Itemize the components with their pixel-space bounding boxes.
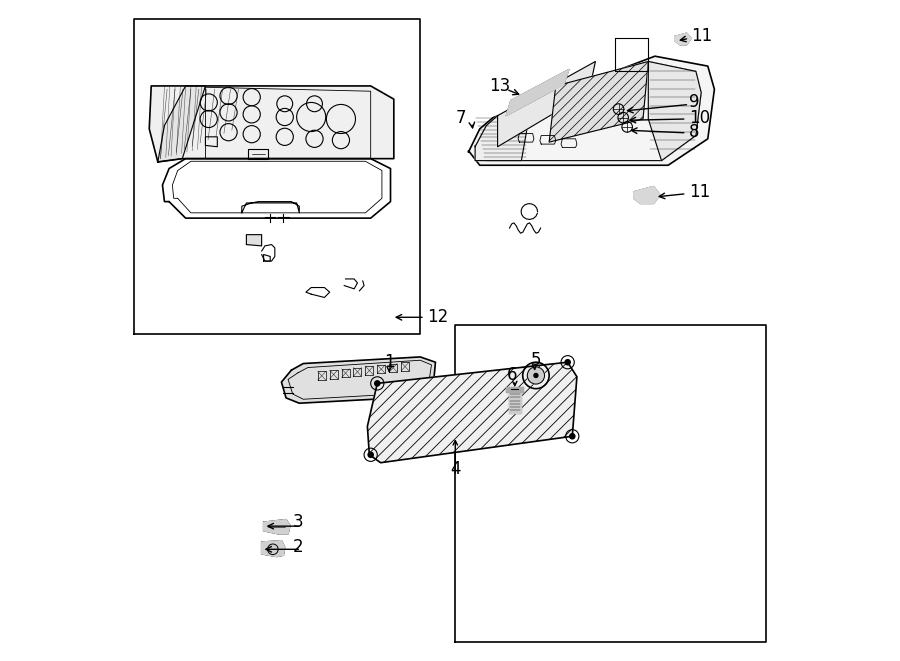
Polygon shape: [367, 362, 577, 463]
Polygon shape: [506, 69, 569, 116]
Polygon shape: [163, 159, 391, 218]
Text: 8: 8: [689, 123, 700, 141]
Polygon shape: [264, 520, 290, 534]
Text: 9: 9: [689, 93, 700, 112]
Text: 1: 1: [384, 353, 394, 371]
Polygon shape: [498, 61, 596, 147]
Text: 2: 2: [292, 538, 303, 557]
Polygon shape: [158, 86, 205, 162]
Polygon shape: [549, 61, 648, 142]
Text: 11: 11: [691, 27, 713, 46]
Polygon shape: [149, 86, 394, 162]
Circle shape: [367, 451, 374, 458]
Text: 12: 12: [427, 308, 448, 327]
Text: 13: 13: [489, 77, 510, 95]
Polygon shape: [262, 541, 284, 557]
Polygon shape: [475, 116, 529, 161]
Circle shape: [534, 373, 538, 377]
Circle shape: [527, 367, 544, 384]
Circle shape: [564, 359, 571, 366]
Polygon shape: [506, 387, 523, 392]
Polygon shape: [509, 391, 521, 413]
Polygon shape: [675, 33, 691, 45]
Text: 4: 4: [450, 460, 461, 479]
Text: 10: 10: [689, 108, 710, 127]
Polygon shape: [648, 61, 701, 161]
Polygon shape: [634, 186, 661, 204]
Text: 5: 5: [531, 351, 541, 369]
Circle shape: [569, 433, 576, 440]
Text: 6: 6: [507, 366, 517, 385]
Polygon shape: [247, 235, 262, 246]
Text: 3: 3: [292, 513, 303, 531]
Polygon shape: [282, 357, 436, 403]
Text: 11: 11: [689, 182, 710, 201]
Polygon shape: [469, 56, 715, 165]
Text: 7: 7: [456, 108, 466, 127]
Circle shape: [374, 380, 381, 387]
